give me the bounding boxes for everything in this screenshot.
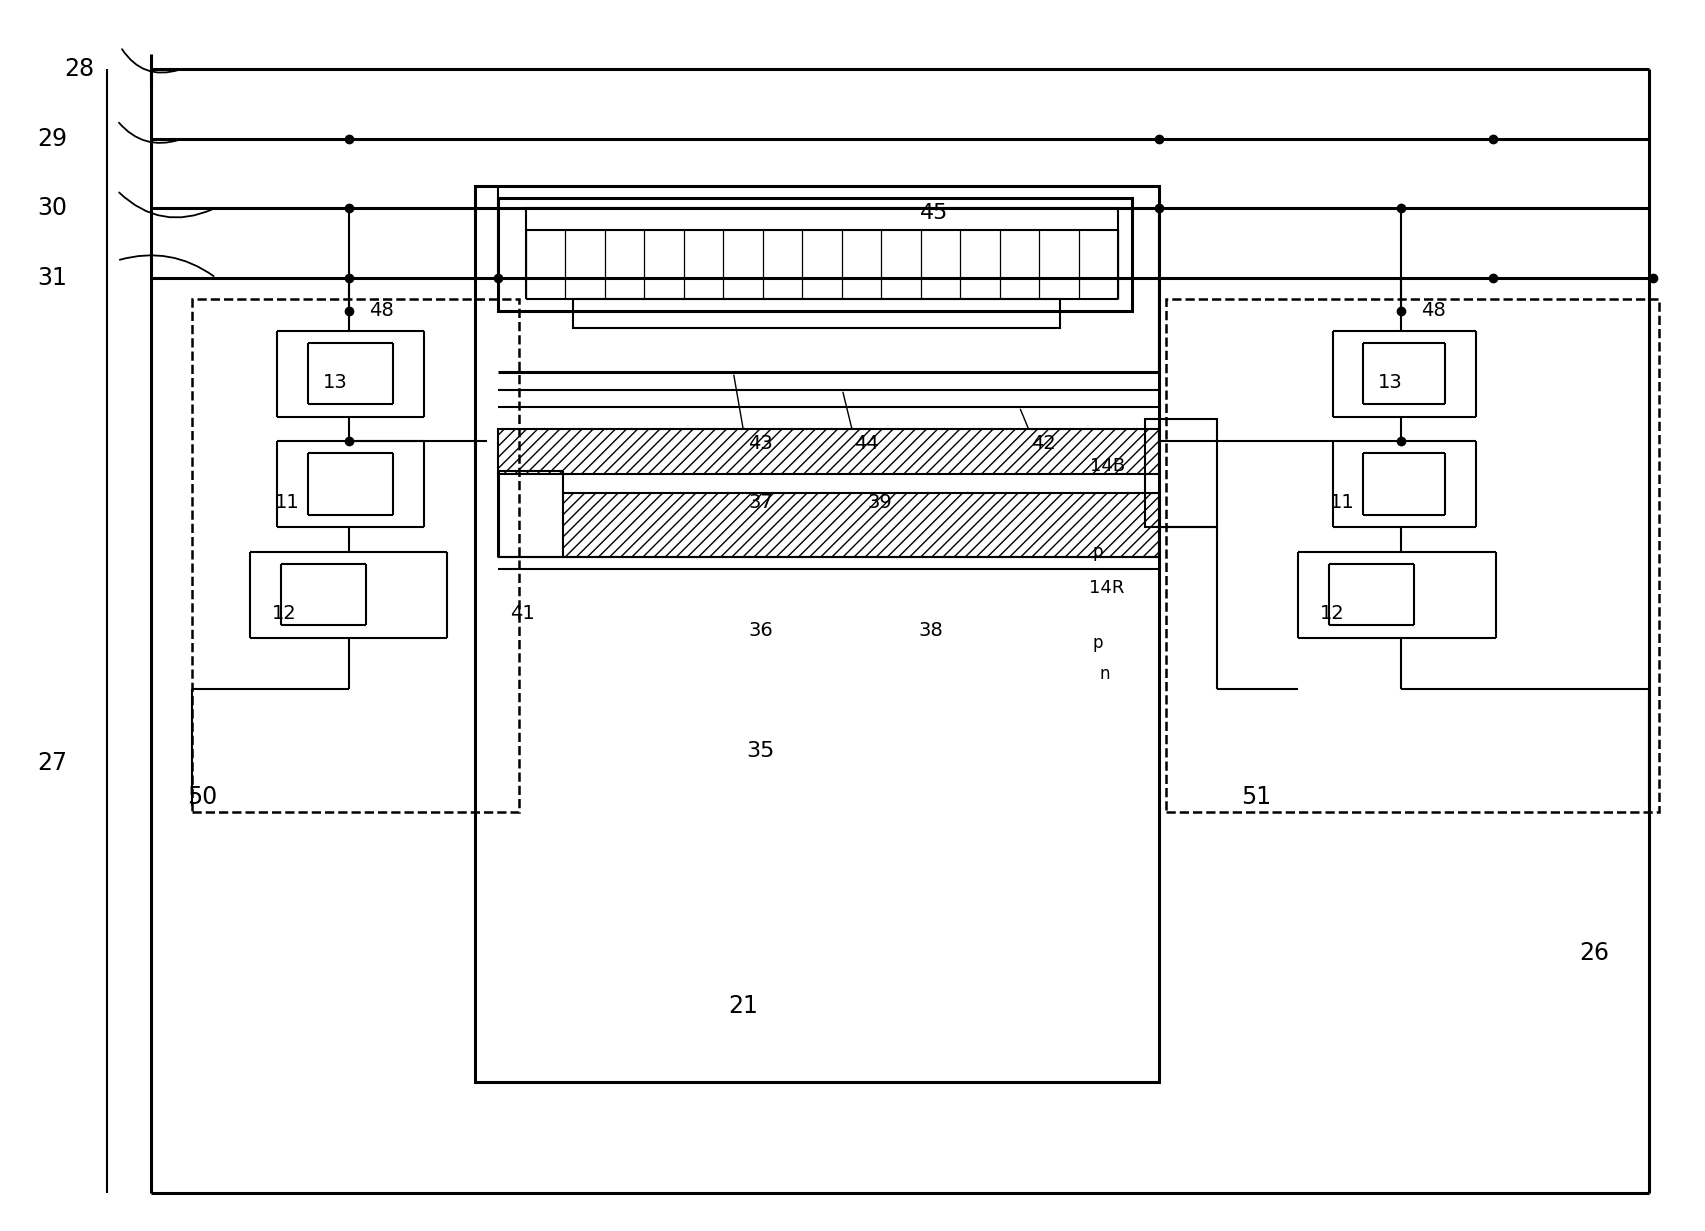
Text: 44: 44 xyxy=(854,435,878,453)
Text: 42: 42 xyxy=(1032,435,1055,453)
Bar xyxy=(525,208,1118,230)
Text: 51: 51 xyxy=(1241,785,1270,809)
Bar xyxy=(498,198,1132,311)
Text: 35: 35 xyxy=(747,741,774,761)
Text: 27: 27 xyxy=(38,751,68,774)
Bar xyxy=(563,492,1159,556)
Text: 41: 41 xyxy=(510,603,535,623)
Bar xyxy=(573,299,1061,329)
Text: 12: 12 xyxy=(271,603,297,623)
Text: 48: 48 xyxy=(368,302,394,320)
Bar xyxy=(474,186,1159,1082)
Text: 21: 21 xyxy=(728,995,759,1018)
Bar xyxy=(1166,299,1659,812)
Text: 48: 48 xyxy=(1420,302,1446,320)
Text: 13: 13 xyxy=(322,373,348,391)
Text: p: p xyxy=(1093,634,1103,651)
Text: 45: 45 xyxy=(921,203,948,223)
Text: n: n xyxy=(1100,666,1110,683)
Text: 13: 13 xyxy=(1378,373,1403,391)
Text: 14B: 14B xyxy=(1089,457,1125,475)
Text: 36: 36 xyxy=(748,620,772,640)
Text: p: p xyxy=(1093,543,1103,560)
Bar xyxy=(193,299,518,812)
Bar xyxy=(1146,419,1217,527)
Text: 43: 43 xyxy=(748,435,772,453)
Text: 12: 12 xyxy=(1320,603,1345,623)
Text: 37: 37 xyxy=(748,492,772,512)
Text: 11: 11 xyxy=(1330,492,1355,512)
Text: 31: 31 xyxy=(38,266,68,289)
Bar xyxy=(498,428,1159,474)
Text: 26: 26 xyxy=(1579,942,1610,965)
Text: 28: 28 xyxy=(65,57,95,81)
Text: 39: 39 xyxy=(868,492,892,512)
Text: 38: 38 xyxy=(919,620,943,640)
Text: 30: 30 xyxy=(38,196,68,219)
Text: 50: 50 xyxy=(188,785,217,809)
Text: 29: 29 xyxy=(38,127,68,151)
Text: 14R: 14R xyxy=(1089,580,1125,597)
Text: 11: 11 xyxy=(275,492,300,512)
